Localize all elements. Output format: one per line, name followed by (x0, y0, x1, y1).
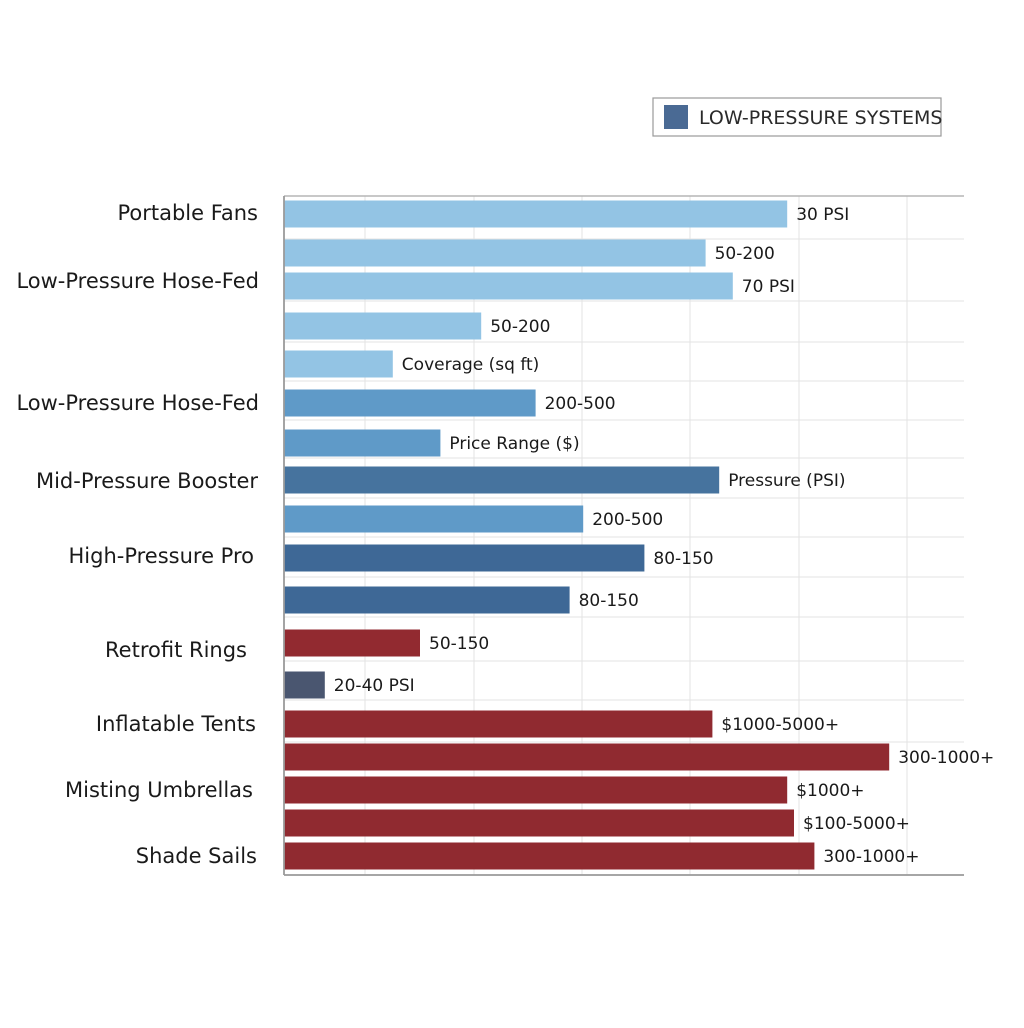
bar (284, 239, 706, 267)
bar (284, 505, 584, 533)
bar-value-label: Pressure (PSI) (728, 471, 845, 491)
category-label: High-Pressure Pro (68, 544, 254, 568)
bar (284, 586, 570, 614)
bar-value-label: Coverage (sq ft) (402, 355, 540, 375)
bar-value-label: $1000+ (796, 781, 864, 801)
category-label: Mid-Pressure Booster (36, 469, 258, 493)
bar-value-label: Price Range ($) (449, 434, 579, 454)
bar (284, 671, 325, 699)
bar (284, 629, 420, 657)
category-label: Portable Fans (117, 201, 258, 225)
bar (284, 429, 441, 457)
grid (284, 196, 964, 875)
legend-swatch (664, 105, 688, 129)
category-labels: Portable Fans Low-Pressure Hose-Fed Low-Pr… (16, 201, 259, 868)
category-label: Inflatable Tents (96, 712, 256, 736)
bar-value-label: 80-150 (653, 549, 713, 569)
legend-label: LOW-PRESSURE SYSTEMS (699, 107, 942, 129)
category-label: Shade Sails (136, 844, 257, 868)
bar-value-label: 80-150 (579, 591, 639, 611)
bar-value-label: 50-200 (490, 317, 550, 337)
axes (283, 195, 964, 876)
category-label: Low-Pressure Hose-Fed (16, 269, 259, 293)
bar-value-label: 70 PSI (742, 277, 795, 297)
bar (284, 272, 733, 300)
category-label: Misting Umbrellas (65, 778, 253, 802)
legend: LOW-PRESSURE SYSTEMS (652, 97, 942, 137)
bar-value-label: 50-200 (715, 244, 775, 264)
bar (284, 544, 645, 572)
bar-value-label: 300-1000+ (823, 847, 919, 867)
bar (284, 809, 794, 837)
bar-value-label: 300-1000+ (898, 748, 994, 768)
bar (284, 743, 890, 771)
bar-value-label: 50-150 (429, 634, 489, 654)
legend-box (652, 97, 942, 137)
bar (284, 312, 482, 340)
bar-value-label: $100-5000+ (803, 814, 910, 834)
bars: 30 PSI 50-200 70 PSI 50-200 Coverage (sq ft)… (284, 200, 994, 870)
bar (284, 710, 713, 738)
bar (284, 466, 720, 494)
bar-value-label: $1000-5000+ (721, 715, 839, 735)
bar (284, 776, 788, 804)
bar (284, 350, 393, 378)
bar-value-label: 200-500 (545, 394, 616, 414)
bar (284, 200, 788, 228)
bar (284, 842, 815, 870)
bar-value-label: 20-40 PSI (334, 676, 415, 696)
category-label: Retrofit Rings (105, 638, 247, 662)
category-label: Low-Pressure Hose-Fed (16, 391, 259, 415)
bar-value-label: 30 PSI (796, 205, 849, 225)
bar (284, 389, 536, 417)
bar-value-label: 200-500 (592, 510, 663, 530)
